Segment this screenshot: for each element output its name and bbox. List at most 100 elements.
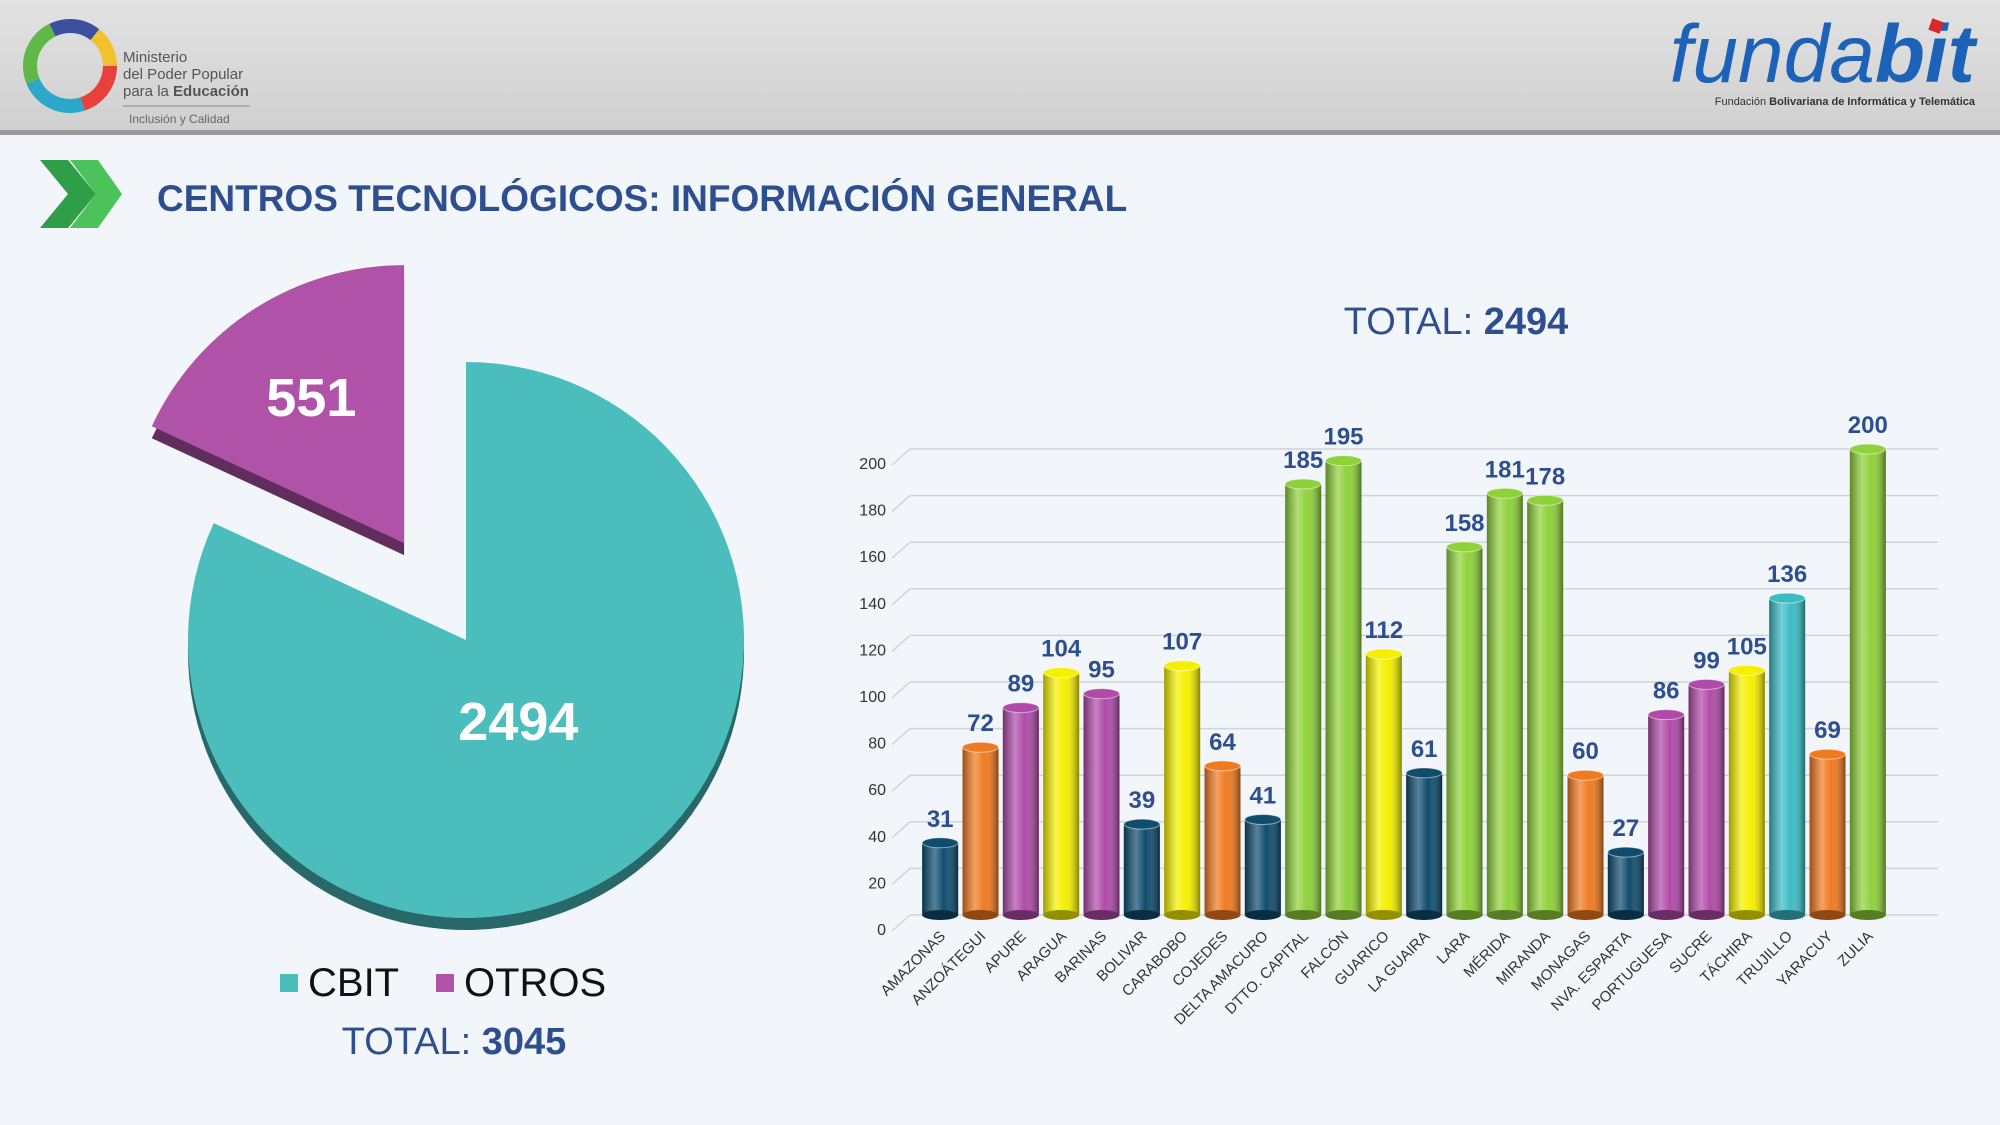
bar-top [1083, 688, 1120, 700]
bar-shading [1567, 775, 1604, 915]
bar-base [1769, 910, 1806, 920]
y-tick-label: 40 [868, 829, 886, 846]
bar-base [1002, 910, 1039, 920]
bar-group [1526, 494, 1564, 920]
bar-group [1123, 818, 1161, 920]
y-tick-label: 120 [859, 642, 886, 659]
y-tick-label: 20 [868, 875, 886, 892]
chevron [40, 160, 96, 228]
grid-line-depth [891, 495, 911, 513]
bar-group [1768, 592, 1806, 920]
slide-title: CENTROS TECNOLÓGICOS: INFORMACIÓN GENERA… [157, 177, 1127, 219]
bar-shading [1002, 707, 1039, 915]
logo-text: para la Educación [123, 83, 249, 100]
pie-total: TOTAL: 3045 [342, 1021, 567, 1063]
value-label: 60 [1572, 738, 1599, 765]
value-label: 99 [1693, 647, 1720, 674]
bar-shading [1083, 693, 1120, 915]
logo-ring [23, 19, 117, 113]
title-chevrons [40, 160, 122, 228]
bar-top [1446, 541, 1483, 553]
bar-shading [1486, 493, 1523, 915]
bar-base [1043, 910, 1080, 920]
fundabit-logo: fundabit Fundación Bolivariana de Inform… [1670, 9, 1979, 108]
pie-label: 551 [266, 368, 356, 428]
value-label: 41 [1249, 782, 1276, 809]
bar-top [1042, 667, 1080, 679]
value-label: 158 [1444, 510, 1484, 537]
bar-base [1244, 910, 1281, 920]
bar-top [1204, 760, 1241, 772]
bar-base [1204, 910, 1241, 920]
bar-shading [1769, 598, 1806, 915]
y-tick-label: 160 [859, 549, 886, 566]
logo-motto: Inclusión y Calidad [129, 112, 230, 126]
grid-line-depth [891, 774, 911, 792]
bar-base [1648, 910, 1685, 920]
bar-shading [1285, 483, 1322, 915]
logo-ring [23, 19, 117, 113]
bar-shading [1607, 852, 1644, 915]
bar-group [1647, 709, 1685, 920]
logo-text: del Poder Popular [123, 66, 243, 83]
bar-base [1527, 910, 1564, 920]
grid-line-depth [891, 541, 911, 559]
bar-base [1285, 910, 1322, 920]
bar-base [1607, 910, 1644, 920]
bar-shading [1446, 546, 1483, 915]
bar-group [1728, 664, 1766, 920]
value-label: 89 [1007, 671, 1034, 698]
logo-ring [23, 19, 117, 113]
bar-base [962, 910, 999, 920]
pie-slice [188, 362, 745, 918]
total-label: TOTAL: [342, 1021, 472, 1063]
brand-name: bit [1875, 9, 1979, 100]
value-label: 105 [1727, 633, 1767, 660]
bar-top [1607, 846, 1645, 858]
value-label: 39 [1128, 787, 1155, 814]
bar-shading [1527, 500, 1564, 915]
bar-shading [1406, 772, 1443, 915]
bar-base [1365, 910, 1402, 920]
value-label: 27 [1612, 815, 1639, 842]
brand-dot [1928, 18, 1944, 34]
bar-shading [1365, 654, 1402, 915]
bar-top [1365, 648, 1403, 660]
chevron [70, 160, 122, 228]
bar-shading [1043, 672, 1080, 915]
value-label: 136 [1767, 561, 1807, 588]
bar-base [1083, 910, 1120, 920]
bar-base [1325, 910, 1362, 920]
grid-line-depth [891, 821, 911, 839]
value-label: 185 [1283, 447, 1323, 474]
value-label: 72 [967, 710, 994, 737]
bar-group [1405, 767, 1443, 920]
bar-base [1446, 910, 1483, 920]
logo-ring [23, 19, 117, 113]
bar-top [1123, 818, 1161, 830]
pie-label: 2494 [458, 692, 578, 752]
bar-top [1526, 494, 1564, 506]
value-label: 95 [1088, 657, 1115, 684]
y-tick-label: 140 [859, 596, 886, 613]
grid-line-depth [891, 681, 911, 699]
bar-top [962, 741, 999, 753]
bar-shading [1244, 819, 1281, 915]
bar-group [1365, 648, 1403, 920]
title-value: 2494 [1484, 301, 1569, 343]
bar-group [1688, 678, 1725, 920]
value-label: 178 [1525, 463, 1565, 490]
bar-top [1809, 748, 1846, 760]
brand-name: fundabit [1670, 9, 1979, 100]
bar-base [1849, 910, 1886, 920]
bar-group [1284, 478, 1322, 920]
bar-group [1446, 541, 1483, 920]
bar-base [1728, 910, 1765, 920]
bar-shading [922, 842, 959, 915]
y-tick-label: 100 [859, 689, 886, 706]
bar-base [1406, 910, 1443, 920]
bar-group [1244, 813, 1282, 920]
bar-shading [1728, 670, 1765, 915]
